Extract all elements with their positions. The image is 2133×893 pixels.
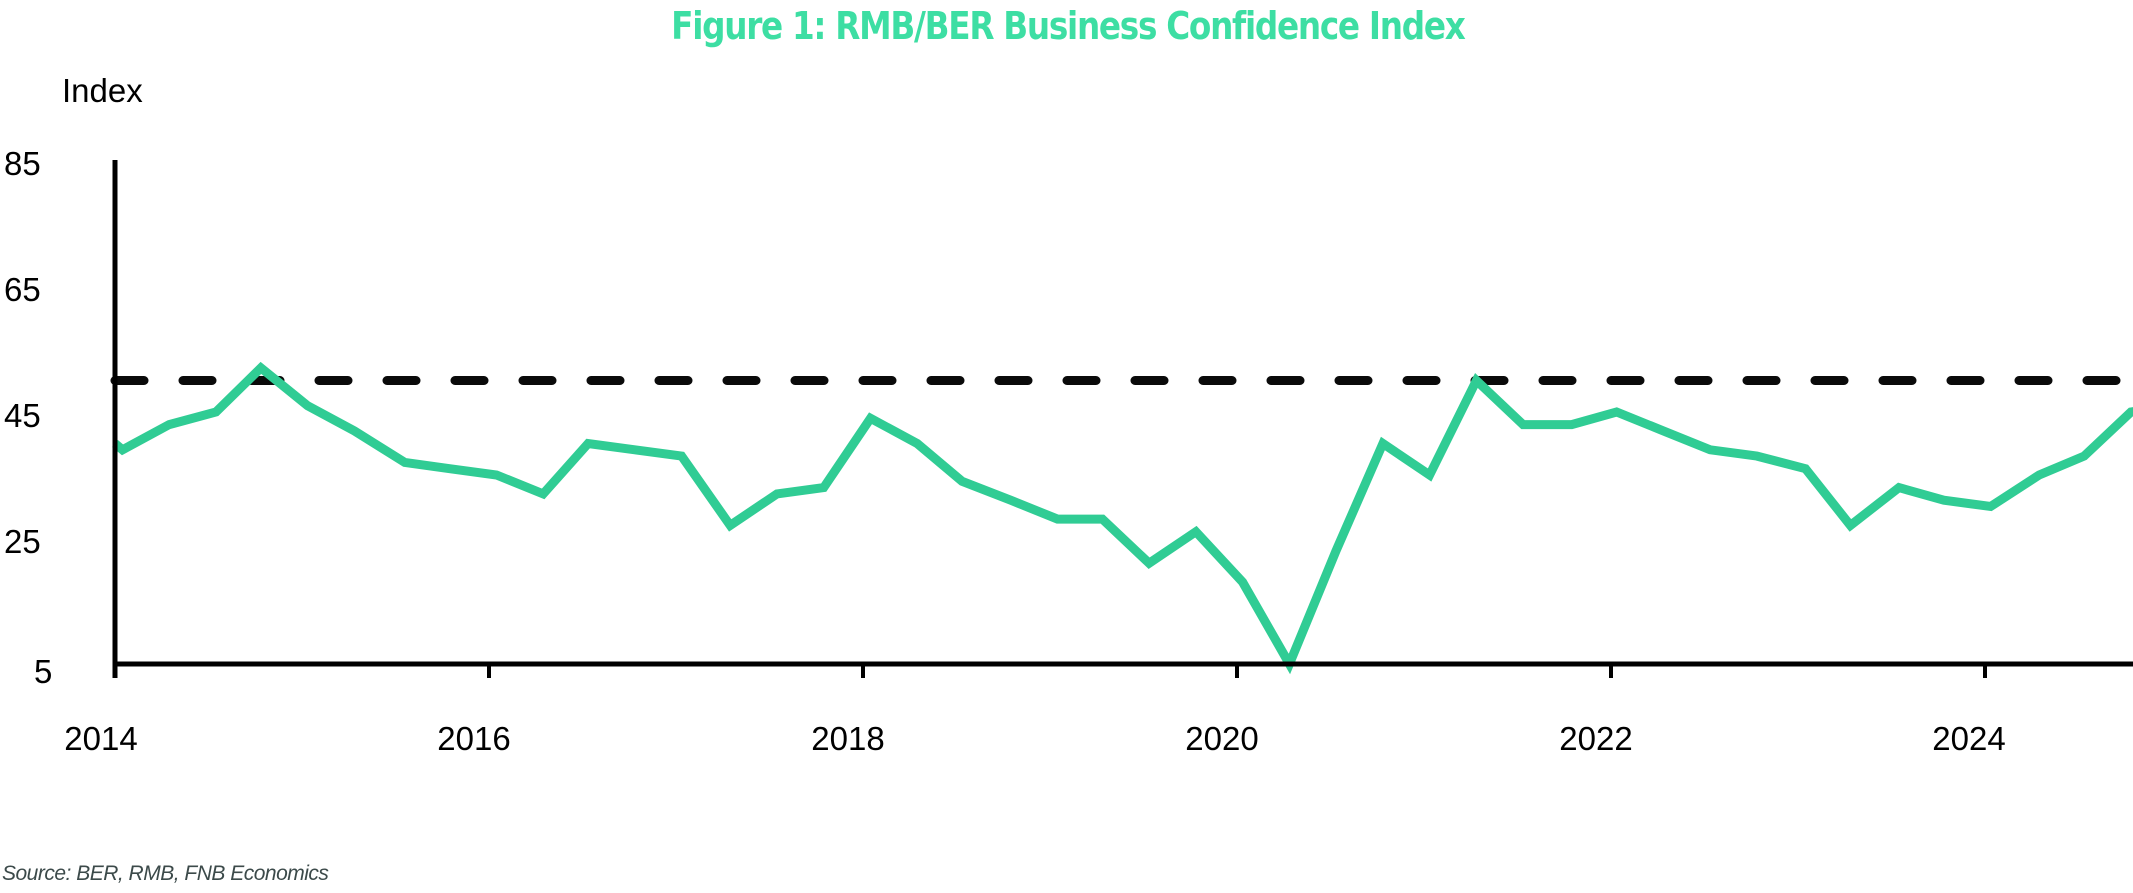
y-tick-label: 45 <box>4 397 41 434</box>
x-tick-label: 2022 <box>1559 720 1633 757</box>
x-tick-label: 2016 <box>437 720 511 757</box>
x-tick-label: 2024 <box>1932 720 2006 757</box>
y-axis-label: Index <box>62 72 143 109</box>
x-tick-label: 2020 <box>1185 720 1259 757</box>
x-tick-label: 2018 <box>811 720 885 757</box>
source-note: Source: BER, RMB, FNB Economics <box>2 862 329 885</box>
y-tick-label: 25 <box>4 523 41 560</box>
y-tick-label: 65 <box>4 271 41 308</box>
x-tick-label: 2014 <box>64 720 138 757</box>
series-line <box>112 361 2133 675</box>
y-tick-label: 85 <box>4 145 41 182</box>
chart-title: Figure 1: RMB/BER Business Confidence In… <box>671 4 1466 48</box>
y-tick-label: 5 <box>34 653 53 690</box>
